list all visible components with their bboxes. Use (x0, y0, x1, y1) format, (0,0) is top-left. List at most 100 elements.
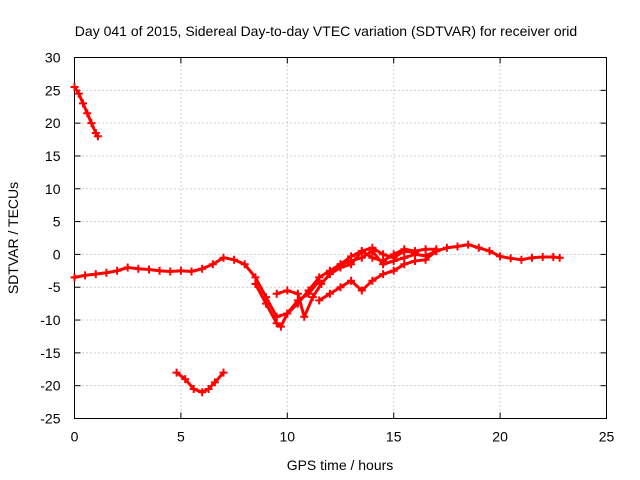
y-tick-label: 5 (53, 214, 61, 230)
data-point (230, 255, 239, 264)
y-tick-label: 30 (45, 50, 61, 66)
data-point (134, 264, 143, 273)
data-point (181, 375, 190, 384)
data-point (283, 309, 292, 318)
data-point (411, 257, 419, 265)
data-point (325, 289, 334, 298)
chart-title: Day 041 of 2015, Sidereal Day-to-day VTE… (75, 23, 577, 39)
data-point (555, 253, 564, 262)
x-tick-label: 15 (386, 429, 402, 445)
x-axis-label: GPS time / hours (287, 457, 394, 473)
data-point (102, 268, 111, 277)
data-point (411, 247, 419, 256)
y-tick-label: 10 (45, 181, 61, 197)
series-arc-early-high (70, 83, 102, 141)
data-point (442, 243, 451, 252)
data-point (336, 283, 345, 292)
data-point (357, 247, 366, 256)
data-point (240, 260, 249, 269)
data-point (506, 254, 515, 263)
data-point (219, 368, 228, 377)
data-point (83, 109, 92, 118)
series-arc-low (172, 368, 228, 397)
data-point (368, 276, 377, 285)
data-point (208, 260, 217, 269)
data-series (70, 83, 564, 397)
data-point (198, 388, 207, 397)
data-point (304, 289, 313, 298)
data-point (187, 267, 196, 276)
series-line (339, 247, 438, 266)
data-point (113, 266, 122, 275)
data-point (308, 293, 317, 302)
data-point (262, 299, 270, 308)
axis-ticks: 0 5 10 15 20 25 -25 -20 -15 -10 -5 0 5 10 15 20 25 30 (40, 50, 614, 445)
data-point (300, 312, 309, 321)
data-point (400, 260, 409, 269)
data-point (87, 119, 96, 128)
data-point (79, 99, 87, 108)
data-point (453, 242, 462, 251)
series-arc-late-b (315, 247, 441, 305)
y-tick-label: -5 (48, 279, 61, 295)
data-point (70, 83, 79, 91)
data-point (123, 263, 132, 272)
data-point (379, 270, 388, 279)
data-point (251, 279, 260, 288)
y-tick-label: 25 (45, 82, 61, 98)
data-point (347, 260, 356, 269)
data-point (210, 378, 219, 387)
y-tick-label: -25 (40, 411, 60, 427)
data-point (379, 257, 388, 265)
series-arc-late-c (336, 245, 441, 269)
data-point (357, 286, 366, 295)
data-point (400, 245, 409, 254)
data-point (315, 296, 324, 305)
plot-frame (74, 57, 607, 419)
y-tick-label: -10 (40, 312, 60, 328)
data-point (93, 132, 102, 141)
data-point (432, 245, 441, 254)
data-point (336, 260, 345, 269)
data-point (145, 265, 153, 274)
data-point (347, 252, 356, 261)
data-point (421, 255, 430, 264)
data-point (272, 319, 281, 328)
grid (74, 57, 607, 419)
data-point (528, 253, 536, 262)
data-point (464, 240, 473, 249)
data-point (204, 385, 213, 393)
x-tick-label: 25 (599, 429, 615, 445)
data-point (421, 245, 430, 254)
data-point (538, 253, 547, 261)
data-point (198, 264, 207, 273)
x-tick-label: 20 (492, 429, 508, 445)
data-point (293, 289, 302, 298)
data-point (283, 286, 292, 295)
data-point (189, 385, 198, 393)
data-point (517, 255, 526, 264)
x-tick-label: 10 (280, 429, 296, 445)
data-point (176, 266, 185, 275)
data-point (155, 266, 164, 275)
data-point (91, 270, 100, 279)
y-tick-label: 15 (45, 148, 61, 164)
data-point (496, 252, 505, 261)
data-point (166, 267, 175, 276)
x-tick-label: 5 (177, 429, 185, 445)
data-point (389, 266, 398, 275)
y-tick-label: 20 (45, 115, 61, 131)
data-point (389, 250, 398, 259)
data-point (368, 243, 377, 252)
data-point (219, 253, 228, 262)
data-point (485, 247, 494, 256)
data-point (317, 279, 326, 288)
data-point (347, 276, 356, 285)
data-point (81, 271, 90, 280)
y-tick-label: -20 (40, 378, 60, 394)
data-point (276, 322, 285, 331)
data-point (272, 289, 281, 298)
data-point (325, 270, 334, 279)
data-point (172, 368, 181, 377)
